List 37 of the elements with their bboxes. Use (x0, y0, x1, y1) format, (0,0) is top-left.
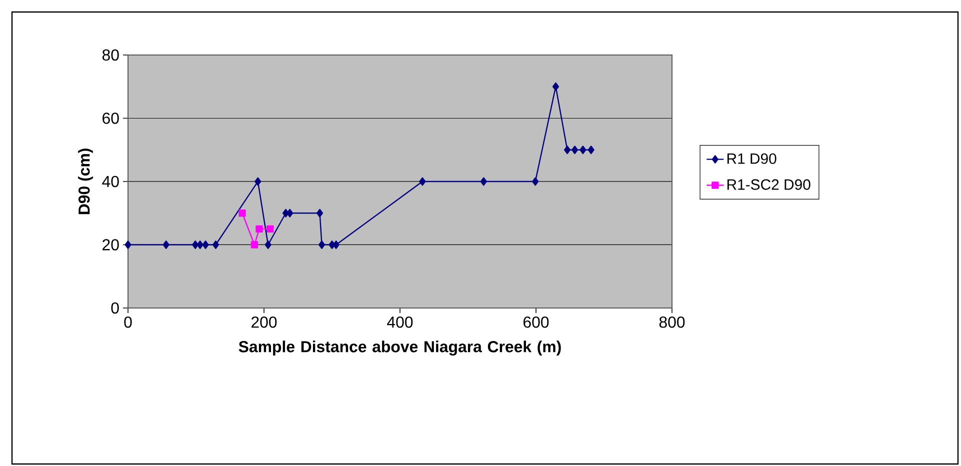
point (196, 240, 204, 249)
x-tick-label: 400 (387, 316, 413, 328)
point (564, 146, 571, 154)
y-tick-label: 60 (102, 112, 119, 124)
point (580, 146, 586, 154)
point (532, 177, 539, 186)
point (552, 82, 560, 91)
point (256, 225, 263, 233)
point (202, 240, 209, 249)
point (192, 240, 199, 249)
x-tick-label: 200 (252, 316, 277, 328)
point (266, 225, 274, 233)
y-tick-label: 40 (102, 176, 119, 188)
y-tick-label: 20 (102, 239, 119, 250)
x-tick-label: 800 (659, 316, 685, 328)
legend-label: R1-SC2 D90 (727, 179, 810, 190)
y-tick-label: 80 (102, 49, 119, 61)
point (419, 177, 426, 186)
point (286, 208, 294, 218)
point (316, 208, 324, 218)
point (318, 240, 326, 249)
legend-label: R1 D90 (727, 153, 776, 164)
x-axis-title: Sample Distance above Niagara Creek (m) (238, 340, 561, 356)
point (571, 146, 578, 154)
x-tick-label: 600 (524, 316, 549, 328)
y-axis-title: D90 (cm) (78, 148, 93, 214)
point (588, 146, 594, 154)
point (264, 240, 272, 249)
point (212, 240, 220, 249)
y-tick-label: 0 (111, 302, 119, 314)
point (250, 241, 258, 248)
point (254, 177, 262, 186)
x-tick-label: 0 (124, 316, 132, 328)
point (238, 210, 246, 217)
point (480, 177, 487, 186)
point (162, 240, 170, 249)
point (124, 240, 132, 249)
